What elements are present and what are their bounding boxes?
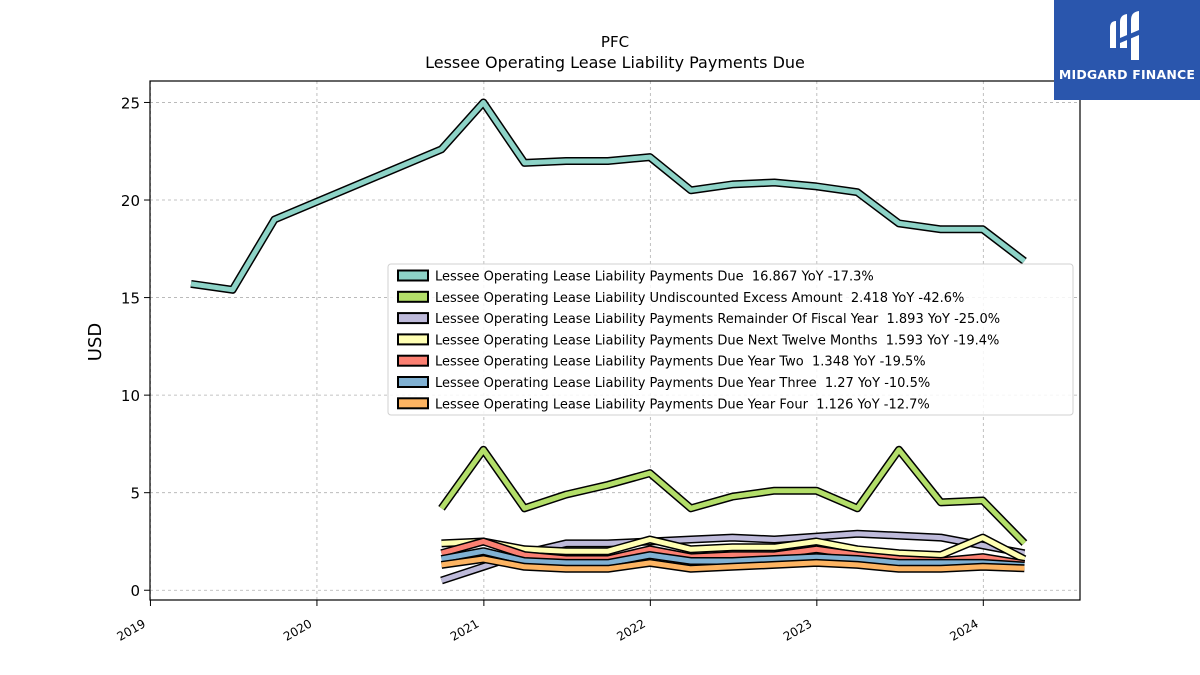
legend-swatch	[397, 376, 429, 388]
legend-label: Lessee Operating Lease Liability Payment…	[435, 270, 874, 285]
midgard-finance-logo: MIDGARD FINANCE	[1054, 0, 1200, 100]
legend: Lessee Operating Lease Liability Payment…	[387, 263, 1074, 416]
series-line-outline	[190, 98, 1027, 294]
legend-label: Lessee Operating Lease Liability Payment…	[435, 397, 930, 412]
y-axis: 0 5 10 15 20 25	[121, 94, 150, 600]
series-7-line	[440, 555, 1025, 573]
legend-label: Lessee Operating Lease Liability Undisco…	[435, 291, 964, 306]
x-axis: 2019 2020 2021 2022 2023 2024	[115, 600, 984, 644]
plot-frame	[149, 80, 1081, 601]
series-lines	[190, 98, 1028, 585]
x-tick-label: 2023	[781, 616, 814, 643]
series-4-line	[441, 533, 1027, 563]
legend-swatch	[397, 269, 429, 282]
legend-label: Lessee Operating Lease Liability Payment…	[435, 333, 999, 348]
series-2-line	[438, 445, 1028, 546]
chart-subtitle: Lessee Operating Lease Liability Payment…	[425, 53, 805, 72]
x-tick-label: 2022	[614, 616, 647, 643]
series-1-line	[190, 98, 1027, 294]
legend-box	[387, 263, 1074, 416]
legend-swatch	[397, 312, 429, 325]
y-axis-label: USD	[85, 323, 106, 361]
y-tick-label: 15	[121, 290, 140, 308]
legend-swatch	[397, 354, 429, 367]
y-tick-label: 0	[130, 582, 140, 600]
series-line-fill	[439, 447, 1027, 545]
y-tick-label: 20	[121, 192, 140, 210]
legend-swatch	[397, 333, 429, 346]
y-tick-label: 25	[121, 94, 140, 112]
legend-label: Lessee Operating Lease Liability Payment…	[435, 376, 930, 391]
logo-mark-icon	[1110, 11, 1139, 60]
logo-text: MIDGARD FINANCE	[1058, 67, 1196, 82]
series-line-fill	[441, 535, 1026, 562]
series-line-fill	[190, 100, 1026, 293]
series-line-fill	[441, 548, 1025, 568]
legend-swatch	[397, 397, 429, 410]
x-tick-label: 2020	[281, 616, 314, 643]
x-tick-label: 2021	[448, 616, 481, 643]
series-line-fill	[441, 556, 1025, 572]
x-tick-label: 2019	[115, 616, 148, 643]
chart-title: PFC	[601, 33, 629, 51]
series-6-line	[440, 547, 1025, 570]
legend-swatch	[397, 290, 429, 303]
legend-label: Lessee Operating Lease Liability Payment…	[435, 355, 926, 370]
y-tick-label: 5	[130, 485, 140, 503]
legend-label: Lessee Operating Lease Liability Payment…	[435, 312, 1000, 327]
x-tick-label: 2024	[947, 616, 980, 643]
y-tick-label: 10	[121, 387, 140, 405]
